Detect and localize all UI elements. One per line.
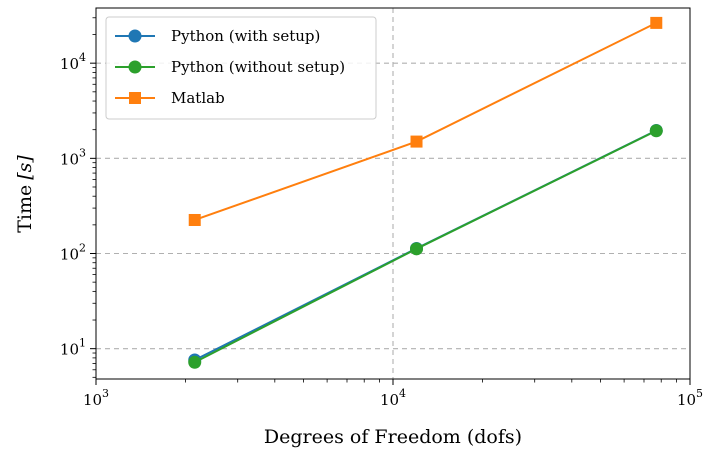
series-matlab (188, 16, 663, 226)
legend: Python (with setup) Python (without setup… (105, 16, 377, 120)
y-axis-title-unit: [s] (14, 155, 36, 180)
series-python-without-setup (188, 124, 663, 369)
x-tick-label-base: 10 (677, 391, 696, 409)
series-layer (188, 16, 663, 369)
y-tick-label-1: 102 (60, 242, 86, 264)
x-tick-label-exp: 5 (696, 387, 703, 400)
y-tick-label-base: 10 (60, 341, 79, 359)
data-point-matlab (410, 135, 423, 148)
x-tick-label-base: 10 (83, 391, 102, 409)
x-tick-label-base: 10 (380, 391, 399, 409)
x-tick-label-exp: 3 (102, 387, 109, 400)
legend-label-python-without-setup: Python (without setup) (171, 58, 345, 76)
grid-lines (96, 8, 690, 379)
x-tick-label-2: 105 (677, 387, 703, 409)
y-tick-label-base: 10 (60, 150, 79, 168)
x-tick-label-1: 104 (380, 387, 406, 409)
legend-label-matlab: Matlab (171, 89, 225, 107)
y-tick-label-exp: 3 (79, 146, 86, 159)
data-point-python-without-setup (410, 242, 424, 256)
y-tick-label-3: 104 (60, 51, 86, 73)
y-axis-title-text: Time (14, 185, 36, 233)
y-tick-label-base: 10 (60, 55, 79, 73)
y-tick-label-2: 103 (60, 146, 86, 168)
legend-label-python-with-setup: Python (with setup) (171, 27, 320, 45)
y-tick-label-0: 101 (60, 337, 86, 359)
y-tick-label-exp: 1 (79, 337, 86, 350)
series-line-python-without-setup (194, 129, 657, 364)
x-axis-title: Degrees of Freedom (dofs) (264, 426, 522, 448)
legend-marker-python-without-setup (128, 60, 142, 74)
y-tick-label-exp: 4 (79, 51, 86, 64)
legend-marker-matlab (129, 92, 141, 104)
y-axis-title: Time [s] (14, 155, 36, 233)
legend-box (105, 16, 377, 120)
y-tick-label-base: 10 (60, 246, 79, 264)
data-point-python-without-setup (188, 355, 202, 369)
data-point-matlab (188, 213, 201, 226)
x-tick-label-0: 103 (83, 387, 109, 409)
x-tick-label-exp: 4 (399, 387, 406, 400)
data-point-matlab (650, 16, 663, 29)
y-tick-label-exp: 2 (79, 242, 86, 255)
legend-marker-python-with-setup (128, 29, 142, 43)
data-point-python-without-setup (649, 124, 663, 138)
